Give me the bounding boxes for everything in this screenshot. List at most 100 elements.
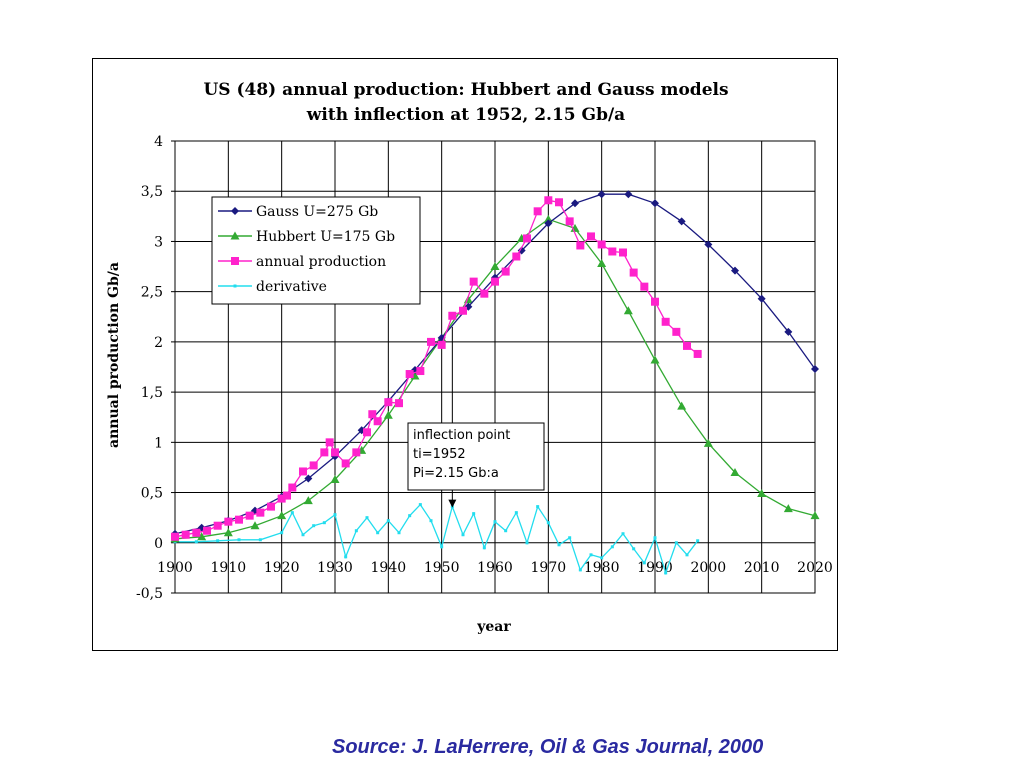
y-tick-label: 3	[154, 234, 163, 250]
data-point	[194, 540, 198, 544]
data-point	[322, 521, 326, 525]
data-point	[578, 568, 582, 572]
data-point	[277, 494, 286, 503]
data-point	[624, 190, 633, 199]
data-point	[597, 190, 606, 199]
y-tick-label: 3,5	[141, 184, 163, 200]
data-point	[203, 526, 211, 535]
data-point	[504, 529, 508, 533]
data-point	[312, 524, 316, 528]
data-point	[405, 370, 414, 379]
data-point	[181, 530, 190, 539]
data-point	[448, 311, 457, 320]
data-point	[543, 214, 553, 223]
x-tick-label: 1900	[157, 560, 193, 576]
y-tick-label: 0,5	[141, 486, 163, 502]
data-point	[640, 282, 649, 291]
annotation-box	[407, 422, 545, 491]
legend-label: Gauss U=275 Gb	[256, 204, 378, 220]
data-point	[491, 277, 499, 286]
data-point	[677, 401, 687, 410]
data-point	[309, 461, 318, 470]
y-tick-label: 1	[154, 435, 163, 451]
data-point	[608, 247, 617, 256]
data-point	[544, 196, 553, 205]
series	[170, 190, 820, 575]
legend-label: derivative	[256, 279, 327, 295]
data-point	[469, 277, 478, 286]
data-point	[395, 399, 403, 408]
x-tick-label: 1990	[637, 560, 673, 576]
data-point	[482, 546, 486, 550]
data-point	[216, 539, 220, 543]
data-point	[250, 521, 260, 530]
chart-svg: US (48) annual production: Hubbert and G…	[106, 80, 833, 635]
chart-title: US (48) annual production: Hubbert and G…	[203, 80, 728, 100]
data-point	[303, 496, 313, 505]
data-point	[376, 531, 380, 535]
data-point	[363, 428, 371, 437]
data-point	[440, 545, 444, 549]
data-point	[320, 448, 329, 457]
x-tick-label: 1930	[317, 560, 353, 576]
x-tick-label: 1920	[264, 560, 300, 576]
data-point	[325, 438, 334, 447]
data-point	[555, 198, 563, 207]
chart-subtitle: with inflection at 1952, 2.15 Gb/a	[306, 105, 625, 125]
data-point	[373, 417, 382, 426]
x-tick-label: 1970	[531, 560, 567, 576]
data-point	[383, 410, 393, 419]
data-point	[256, 508, 265, 517]
data-point	[661, 317, 670, 326]
x-axis-label: year	[476, 619, 511, 635]
data-point	[331, 448, 339, 457]
data-point	[672, 327, 681, 336]
data-point	[301, 533, 305, 537]
y-axis-label: annual production Gb/a	[106, 262, 122, 448]
data-point	[783, 504, 793, 513]
data-point	[536, 505, 540, 509]
data-point	[237, 538, 241, 542]
data-point	[693, 349, 702, 358]
x-tick-label: 2000	[691, 560, 727, 576]
x-tick-label: 1960	[477, 560, 513, 576]
x-tick-label: 1910	[211, 560, 247, 576]
x-tick-label: 1950	[424, 560, 460, 576]
source-note: Source: J. LaHerrere, Oil & Gas Journal,…	[332, 736, 764, 758]
data-point	[683, 341, 691, 350]
data-point	[600, 556, 604, 560]
data-point	[280, 531, 284, 535]
legend-label: annual production	[256, 254, 386, 270]
annotation-arrow-head	[448, 499, 457, 508]
data-point	[267, 502, 275, 511]
data-point	[171, 532, 179, 541]
data-point	[546, 521, 550, 525]
data-point	[245, 511, 254, 520]
data-point	[437, 340, 446, 349]
annotation-line: inflection point	[413, 428, 510, 443]
data-point	[418, 503, 422, 507]
data-point	[490, 262, 500, 271]
data-point	[597, 259, 607, 268]
data-point	[472, 512, 476, 516]
data-point	[597, 240, 606, 249]
data-point	[235, 515, 243, 524]
y-tick-label: 2,5	[141, 285, 163, 301]
data-point	[653, 536, 657, 540]
data-point	[493, 520, 497, 524]
data-point	[213, 521, 222, 530]
data-point	[341, 459, 350, 468]
data-point	[223, 528, 233, 537]
data-point	[397, 531, 401, 535]
annotation-line: Pi=2.15 Gb:a	[413, 466, 499, 481]
data-point	[429, 519, 433, 523]
data-point	[344, 555, 348, 559]
data-point	[258, 538, 262, 542]
y-tick-label: 4	[154, 134, 163, 150]
y-tick-label: -0,5	[136, 586, 163, 602]
data-point	[427, 337, 435, 346]
data-point	[589, 553, 593, 557]
data-point	[501, 267, 510, 276]
y-tick-label: 2	[154, 335, 163, 351]
legend-item: Hubbert U=175 Gb	[218, 229, 395, 245]
